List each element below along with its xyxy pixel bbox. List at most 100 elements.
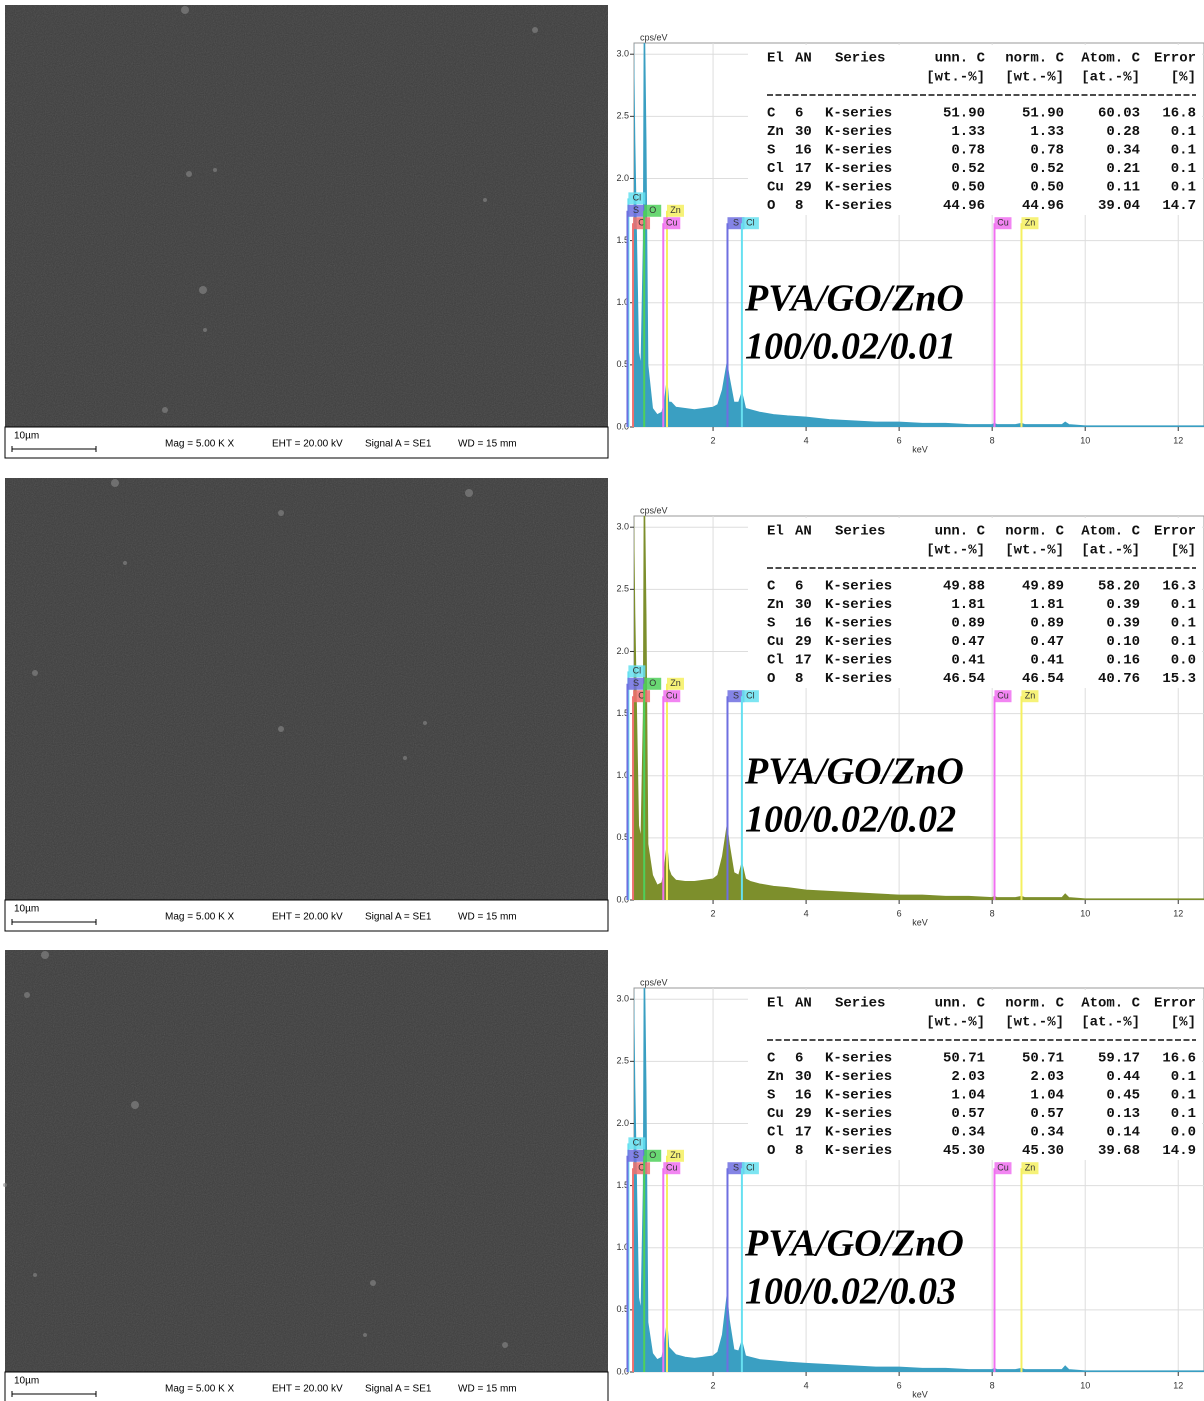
table-cell: 39.68 <box>1098 1143 1140 1159</box>
scale-bar <box>11 919 97 925</box>
x-tick-label: 12 <box>1173 1380 1183 1390</box>
table-cell: Cu <box>767 634 784 650</box>
table-cell: C <box>767 106 776 122</box>
table-cell: 16 <box>795 1088 812 1104</box>
sem-particle <box>370 1280 376 1286</box>
spectrum-area <box>634 43 1204 427</box>
table-cell: 1.81 <box>951 597 985 613</box>
sem-particle <box>278 510 284 516</box>
table-cell: 0.1 <box>1171 1069 1196 1085</box>
y-tick-label: 0.0 <box>616 1366 629 1376</box>
table-cell: 0.11 <box>1106 180 1140 196</box>
x-tick-label: 4 <box>804 435 809 445</box>
table-cell: 40.76 <box>1098 671 1140 687</box>
signal-label: Signal A = SE1 <box>365 912 432 923</box>
sem-particle <box>32 670 38 676</box>
table-header: Atom. C <box>1081 524 1140 540</box>
table-header: Error <box>1154 996 1196 1012</box>
peak-label-box <box>633 690 651 703</box>
table-cell: 0.47 <box>951 634 985 650</box>
peak-label: Cu <box>997 1163 1009 1173</box>
peak-label: Zn <box>670 1150 681 1160</box>
table-cell: 0.34 <box>951 1125 985 1141</box>
table-header: AN <box>795 996 812 1012</box>
peak-label-box <box>663 217 681 230</box>
peak-label: Cl <box>633 666 642 676</box>
y-tick-label: 1.5 <box>616 1180 629 1190</box>
table-cell: 0.45 <box>1106 1088 1140 1104</box>
table-cell: 0.34 <box>1106 143 1140 159</box>
peak-label-box <box>1021 1162 1039 1175</box>
table-cell: 0.0 <box>1171 1125 1196 1141</box>
peak-label-box <box>628 665 646 678</box>
peak-label-box <box>727 217 745 230</box>
peak-label-box <box>1021 217 1039 230</box>
y-tick-label: 2.5 <box>616 111 629 121</box>
peak-label: Cu <box>666 218 678 228</box>
sem-info-bar <box>4 426 609 459</box>
table-cell: 30 <box>795 124 812 140</box>
peak-label-box <box>994 1162 1012 1175</box>
table-unit: [%] <box>1171 1015 1196 1031</box>
table-header: Series <box>835 51 885 67</box>
peak-label-box <box>627 204 645 217</box>
y-tick-label: 3.0 <box>616 49 629 59</box>
y-axis-label: cps/eV <box>640 505 668 515</box>
table-cell: 0.13 <box>1106 1106 1140 1122</box>
x-axis-label: keV <box>912 444 928 454</box>
peak-label-box <box>741 217 759 230</box>
table-cell: K-series <box>825 1088 892 1104</box>
sem-particle <box>532 27 538 33</box>
sem-particle <box>363 1333 367 1337</box>
table-cell: O <box>767 671 775 687</box>
table-unit: [wt.-%] <box>1005 70 1064 86</box>
table-cell: 29 <box>795 1106 812 1122</box>
peak-label-box <box>727 690 745 703</box>
y-tick-label: 2.0 <box>616 646 629 656</box>
y-tick-label: 2.0 <box>616 1118 629 1128</box>
sem-particle <box>465 489 473 497</box>
sem-particle <box>162 407 168 413</box>
sem-particle <box>123 561 127 565</box>
peak-label-box <box>644 1149 662 1162</box>
y-tick-label: 2.5 <box>616 1056 629 1066</box>
table-cell: 0.41 <box>1030 653 1064 669</box>
peak-label: Cl <box>746 691 755 701</box>
table-cell: 6 <box>795 1051 803 1067</box>
table-cell: 0.34 <box>1030 1125 1064 1141</box>
table-cell: 1.33 <box>951 124 985 140</box>
table-header: norm. C <box>1005 996 1064 1012</box>
peak-label: Zn <box>670 678 681 688</box>
y-tick-label: 2.5 <box>616 584 629 594</box>
peak-label: Cu <box>666 1163 678 1173</box>
sem-particle <box>131 1101 139 1109</box>
signal-label: Signal A = SE1 <box>365 439 432 450</box>
table-cell: K-series <box>825 634 892 650</box>
table-unit: [%] <box>1171 543 1196 559</box>
peak-label-box <box>628 1137 646 1150</box>
table-unit: [%] <box>1171 70 1196 86</box>
table-cell: 8 <box>795 198 803 214</box>
table-cell: 49.88 <box>943 579 985 595</box>
spectrum-area <box>634 516 1204 900</box>
table-cell: 0.1 <box>1171 143 1196 159</box>
table-cell: Cl <box>767 653 784 669</box>
peak-label: S <box>633 1150 639 1160</box>
table-bg <box>748 45 1202 215</box>
table-cell: 0.47 <box>1030 634 1064 650</box>
y-tick-label: 3.0 <box>616 994 629 1004</box>
sem-info-bar <box>4 1371 609 1401</box>
table-cell: 0.1 <box>1171 634 1196 650</box>
table-cell: C <box>767 1051 776 1067</box>
peak-label: Zn <box>1025 691 1036 701</box>
peak-label-box <box>663 1162 681 1175</box>
peak-label: Cu <box>997 218 1009 228</box>
table-cell: 0.57 <box>951 1106 985 1122</box>
table-cell: K-series <box>825 124 892 140</box>
table-cell: 0.89 <box>1030 616 1064 632</box>
sem-particle <box>186 171 192 177</box>
table-cell: 8 <box>795 671 803 687</box>
sem-particle <box>203 328 207 332</box>
sem-particle <box>423 721 427 725</box>
